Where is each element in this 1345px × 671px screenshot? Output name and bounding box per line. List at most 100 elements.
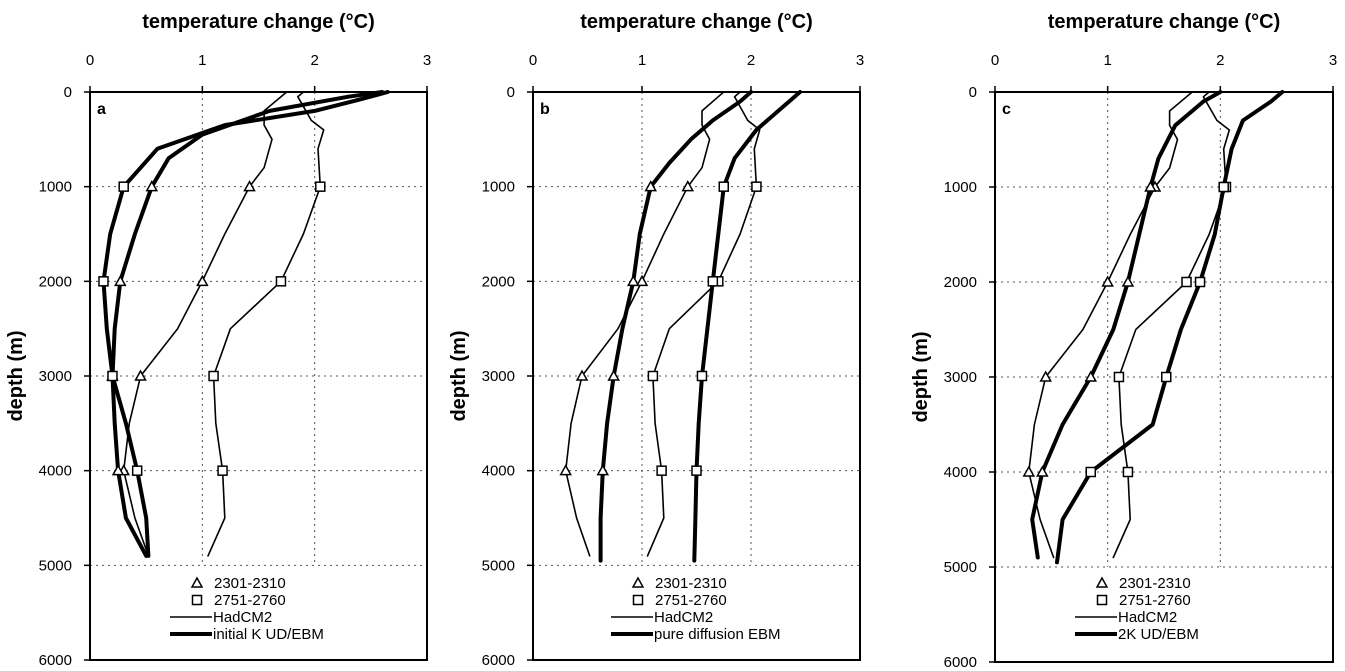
x-tick-label: 2 [310, 52, 318, 69]
square-marker [691, 465, 702, 476]
x-tick-label: 2 [1216, 52, 1224, 69]
legend-label: 2751-2760 [1119, 592, 1191, 609]
panel-label: a [97, 101, 106, 118]
square-marker [1161, 371, 1172, 383]
square-marker [1218, 181, 1229, 193]
square-marker [1194, 276, 1206, 288]
triangle-marker [575, 369, 589, 381]
y-tick-label: 0 [969, 84, 977, 101]
plot-frame [994, 91, 1334, 663]
triangle-marker [145, 180, 159, 192]
series-line-2301-2310-model [598, 90, 753, 563]
square-marker [217, 465, 228, 476]
x-tick-label: 0 [991, 52, 999, 69]
y-tick-label: 6000 [39, 652, 72, 669]
y-tick-label: 3000 [944, 369, 977, 386]
chart-title: temperature change (°C) [142, 11, 375, 33]
legend-label: HadCM2 [213, 609, 272, 626]
legend-label: 2301-2310 [655, 575, 727, 592]
legend-label: 2751-2760 [655, 592, 727, 609]
legend-triangle-icon [190, 576, 204, 588]
triangle-marker [559, 464, 572, 476]
square-marker [208, 370, 219, 382]
triangle-marker [243, 180, 256, 192]
triangle-marker [1144, 180, 1157, 192]
square-marker [656, 465, 667, 476]
square-marker [107, 370, 118, 382]
x-tick-label: 0 [529, 52, 537, 69]
series-line-2301-2310-model [1030, 90, 1223, 560]
y-tick-label: 2000 [944, 274, 977, 291]
square-marker [1181, 276, 1192, 288]
square-marker [131, 465, 143, 476]
triangle-marker [627, 274, 640, 287]
triangle-marker [681, 180, 695, 192]
series-line-2751-2760-model [101, 90, 390, 558]
x-tick-label: 2 [747, 52, 755, 69]
series-line-2751-2760-hadcm2 [646, 91, 761, 557]
triangle-marker [607, 369, 620, 381]
y-tick-label: 3000 [482, 368, 515, 385]
y-tick-label: 4000 [39, 463, 72, 480]
square-marker [98, 276, 109, 287]
square-marker [718, 181, 729, 192]
series-line-2751-2760-model [692, 90, 802, 563]
legend-triangle-icon [631, 576, 645, 588]
legend-square-icon [1096, 594, 1108, 606]
y-tick-label: 2000 [482, 273, 515, 290]
square-marker [315, 181, 326, 192]
y-tick-label: 6000 [482, 652, 515, 669]
x-tick-label: 3 [856, 52, 864, 69]
y-tick-label: 5000 [39, 557, 72, 574]
triangle-marker [1036, 465, 1049, 477]
square-marker [751, 181, 762, 192]
triangle-marker [1121, 275, 1135, 287]
triangle-marker [114, 274, 127, 287]
y-tick-label: 0 [64, 84, 72, 101]
y-tick-label: 4000 [482, 463, 515, 480]
series-line-2301-2310-hadcm2 [122, 91, 288, 557]
y-axis-label: depth (m) [5, 330, 27, 421]
square-marker [707, 276, 719, 287]
chart-panel-c: temperature change (°C) 0 1 2 3 0 1000 2000 3000… [910, 11, 1337, 671]
y-tick-label: 1000 [944, 179, 977, 196]
y-tick-label: 6000 [944, 654, 977, 671]
triangle-marker [196, 274, 209, 287]
triangle-marker [644, 180, 657, 192]
legend-label: 2301-2310 [1119, 575, 1191, 592]
plot-frame [89, 91, 428, 661]
series-line-2751-2760-hadcm2 [1112, 91, 1231, 559]
chart-title: temperature change (°C) [580, 11, 813, 33]
y-axis-label: depth (m) [910, 331, 932, 422]
triangle-marker [111, 464, 125, 476]
x-tick-label: 3 [423, 52, 431, 69]
x-tick-label: 0 [86, 52, 94, 69]
square-marker [275, 276, 287, 287]
y-axis-label: depth (m) [448, 330, 470, 421]
x-tick-label: 1 [1103, 52, 1111, 69]
triangle-marker [1022, 465, 1036, 477]
triangle-marker [1084, 370, 1098, 382]
series-line-2301-2310-hadcm2 [564, 91, 725, 557]
legend-square-icon [191, 594, 203, 606]
legend-label: 2751-2760 [214, 592, 286, 609]
legend-label: HadCM2 [654, 609, 713, 626]
square-marker [118, 181, 129, 192]
legend-triangle-icon [1095, 576, 1109, 588]
chart-panel-a: temperature change (°C) 0 1 2 3 0 1000 2000 3000… [5, 11, 431, 669]
y-tick-label: 0 [507, 84, 515, 101]
triangle-marker [1039, 370, 1052, 382]
series-line-2301-2310-model [110, 90, 385, 558]
chart-panel-b: temperature change (°C) 0 1 2 3 0 1000 2000 3000… [448, 11, 864, 669]
series-line-2751-2760-hadcm2 [207, 91, 325, 557]
legend-square-icon [632, 594, 644, 606]
y-tick-label: 5000 [482, 557, 515, 574]
y-tick-label: 4000 [944, 464, 977, 481]
triangle-marker [635, 274, 649, 287]
triangle-marker [1101, 275, 1114, 287]
legend-label: 2K UD/EBM [1118, 626, 1199, 643]
legend-label: pure diffusion EBM [654, 626, 780, 643]
x-tick-label: 1 [638, 52, 646, 69]
legend-label: initial K UD/EBM [213, 626, 324, 643]
